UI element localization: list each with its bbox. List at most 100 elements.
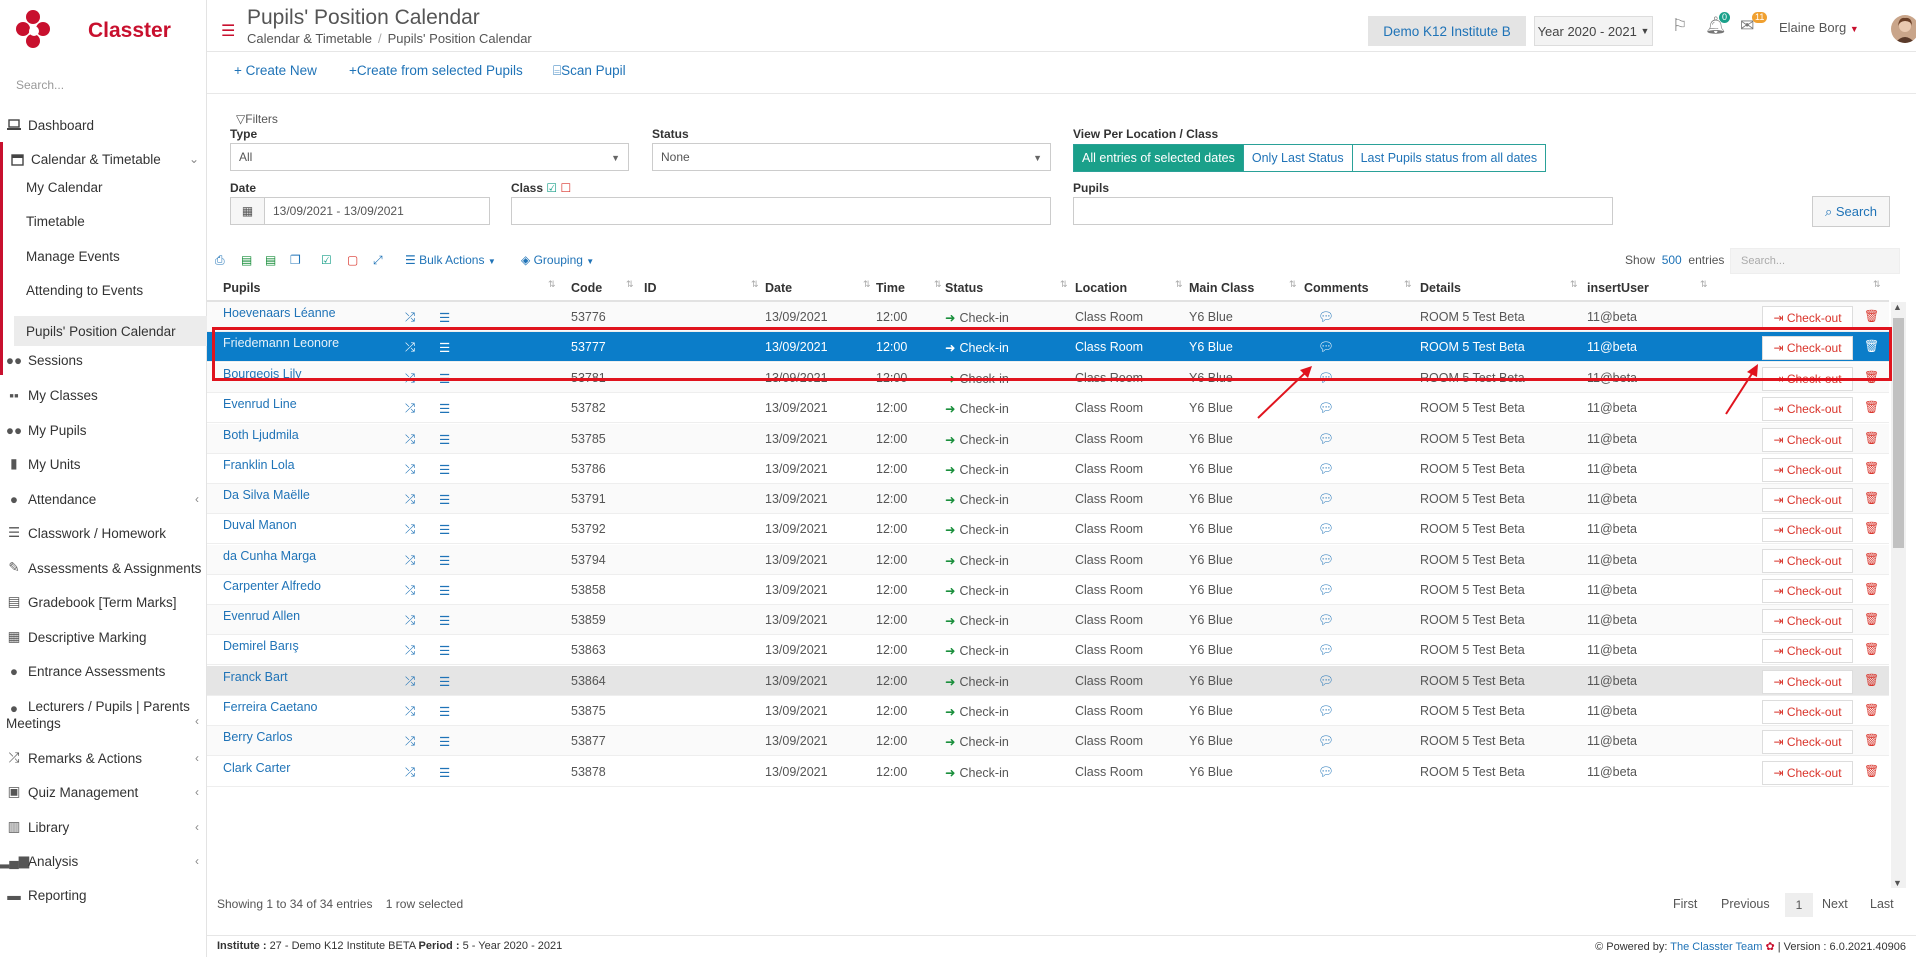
list-icon[interactable]: ☰: [439, 523, 451, 537]
column-header-status[interactable]: Status ⇅: [945, 279, 1068, 295]
sidebar-item-analysis[interactable]: ▂▄▆ Analysis ‹: [0, 846, 207, 876]
logo[interactable]: Classter: [16, 10, 171, 52]
comment-icon[interactable]: 💬︎: [1318, 492, 1334, 506]
scroll-down-icon[interactable]: ▼: [1893, 878, 1902, 888]
table-row[interactable]: Ferreira Caetano ⤮ ☰ 53875 13/09/2021 12:00 ➜ C…: [207, 696, 1889, 726]
sidebar-search-input[interactable]: Search...: [16, 78, 65, 92]
trash-icon[interactable]: 🗑︎: [1864, 339, 1880, 353]
pager-page-current[interactable]: 1: [1785, 893, 1813, 917]
comment-icon[interactable]: 💬︎: [1318, 704, 1334, 718]
list-icon[interactable]: ☰: [439, 402, 451, 416]
table-row[interactable]: Both Ljudmila ⤮ ☰ 53785 13/09/2021 12:00 ➜ Chec…: [207, 424, 1889, 454]
pupil-name-link[interactable]: Evenrud Line: [223, 397, 297, 411]
comment-icon[interactable]: 💬︎: [1318, 583, 1334, 597]
column-header-insert-user[interactable]: insertUser ⇅: [1587, 279, 1708, 295]
export-csv-icon[interactable]: ▤: [265, 253, 277, 267]
comment-icon[interactable]: 💬︎: [1318, 734, 1334, 748]
check-out-button[interactable]: ⇥ Check-out: [1762, 306, 1853, 330]
pupil-name-link[interactable]: Clark Carter: [223, 761, 291, 775]
sidebar-item-pupils-position-calendar[interactable]: Pupils' Position Calendar: [14, 316, 207, 346]
table-row[interactable]: Friedemann Leonore ⤮ ☰ 53777 13/09/2021 12:00…: [207, 332, 1889, 362]
table-row[interactable]: Evenrud Line ⤮ ☰ 53782 13/09/2021 12:00 ➜ Check…: [207, 393, 1889, 423]
column-header-id[interactable]: ID ⇅: [644, 279, 759, 295]
sidebar-item-my-calendar[interactable]: My Calendar: [0, 172, 207, 202]
check-out-button[interactable]: ⇥ Check-out: [1762, 428, 1853, 452]
table-row[interactable]: Duval Manon ⤮ ☰ 53792 13/09/2021 12:00 ➜ Check-…: [207, 514, 1889, 544]
table-row[interactable]: Carpenter Alfredo ⤮ ☰ 53858 13/09/2021 12:00 ➜…: [207, 575, 1889, 605]
trash-icon[interactable]: 🗑︎: [1864, 612, 1880, 626]
table-row[interactable]: Franck Bart ⤮ ☰ 53864 13/09/2021 12:00 ➜ Check-…: [207, 666, 1889, 696]
sidebar-item-library[interactable]: ▥ Library ‹: [0, 812, 207, 842]
export-excel-icon[interactable]: ▤: [241, 253, 253, 267]
pupil-name-link[interactable]: da Cunha Marga: [223, 549, 317, 563]
shuffle-icon[interactable]: ⤮: [405, 522, 416, 536]
list-icon[interactable]: ☰: [439, 584, 451, 598]
trash-icon[interactable]: 🗑︎: [1864, 673, 1880, 687]
check-out-button[interactable]: ⇥ Check-out: [1762, 730, 1853, 754]
comment-icon[interactable]: 💬︎: [1318, 462, 1334, 476]
pager-next[interactable]: Next: [1822, 897, 1848, 911]
grouping-button[interactable]: ◈ Grouping ▼: [521, 253, 594, 267]
print-icon[interactable]: ⎙: [215, 253, 225, 267]
view-option-last-status[interactable]: Only Last Status: [1242, 145, 1352, 171]
pupil-name-link[interactable]: Duval Manon: [223, 518, 297, 532]
sidebar-item-my-units[interactable]: ▮ My Units: [0, 449, 207, 479]
list-icon[interactable]: ☰: [439, 705, 451, 719]
search-button[interactable]: ⌕ Search: [1812, 196, 1890, 227]
breadcrumb-item[interactable]: Calendar & Timetable: [247, 31, 373, 46]
create-new-button[interactable]: + Create New: [234, 63, 317, 78]
menu-toggle-icon[interactable]: ☰: [221, 23, 236, 40]
scroll-up-icon[interactable]: ▲: [1893, 302, 1902, 312]
trash-icon[interactable]: 🗑︎: [1864, 431, 1880, 445]
expand-icon[interactable]: ⤢: [373, 253, 383, 267]
list-icon[interactable]: ☰: [439, 644, 451, 658]
sidebar-item-dashboard[interactable]: Dashboard: [0, 110, 207, 140]
sidebar-item-attendance[interactable]: ● Attendance ‹: [0, 484, 207, 514]
shuffle-icon[interactable]: ⤮: [405, 553, 416, 567]
table-search-input[interactable]: Search...: [1730, 248, 1900, 274]
shuffle-icon[interactable]: ⤮: [405, 674, 416, 688]
list-icon[interactable]: ☰: [439, 554, 451, 568]
trash-icon[interactable]: 🗑︎: [1864, 491, 1880, 505]
copy-icon[interactable]: ❐: [290, 253, 301, 267]
sidebar-item-reporting[interactable]: ▬ Reporting: [0, 880, 207, 910]
pupil-name-link[interactable]: Da Silva Maëlle: [223, 488, 310, 502]
table-row[interactable]: Demirel Barış ⤮ ☰ 53863 13/09/2021 12:00 ➜ Chec…: [207, 635, 1889, 665]
clear-all-icon[interactable]: ☐: [560, 181, 572, 195]
sidebar-item-my-classes[interactable]: ▪▪ My Classes: [0, 380, 207, 410]
trash-icon[interactable]: 🗑︎: [1864, 521, 1880, 535]
pupils-input[interactable]: [1073, 197, 1613, 225]
shuffle-icon[interactable]: ⤮: [405, 765, 416, 779]
pager-previous[interactable]: Previous: [1721, 897, 1770, 911]
list-icon[interactable]: ☰: [439, 341, 451, 355]
sidebar-item-classwork-homework[interactable]: ☰ Classwork / Homework: [0, 518, 207, 548]
check-out-button[interactable]: ⇥ Check-out: [1762, 397, 1853, 421]
list-icon[interactable]: ☰: [439, 614, 451, 628]
sidebar-item-timetable[interactable]: Timetable: [0, 206, 207, 236]
trash-icon[interactable]: 🗑︎: [1864, 642, 1880, 656]
year-selector[interactable]: Year 2020 - 2021 ▼: [1534, 16, 1653, 46]
trash-icon[interactable]: 🗑︎: [1864, 703, 1880, 717]
view-option-last-pupils-status[interactable]: Last Pupils status from all dates: [1351, 145, 1545, 171]
pupil-name-link[interactable]: Ferreira Caetano: [223, 700, 318, 714]
comment-icon[interactable]: 💬︎: [1318, 765, 1334, 779]
shuffle-icon[interactable]: ⤮: [405, 340, 416, 354]
check-out-button[interactable]: ⇥ Check-out: [1762, 367, 1853, 391]
sidebar-item-calendar-timetable[interactable]: Calendar & Timetable ⌄: [0, 144, 207, 174]
list-icon[interactable]: ☰: [439, 675, 451, 689]
pupil-name-link[interactable]: Both Ljudmila: [223, 428, 299, 442]
comment-icon[interactable]: 💬︎: [1318, 674, 1334, 688]
table-row[interactable]: Evenrud Allen ⤮ ☰ 53859 13/09/2021 12:00 ➜ Chec…: [207, 605, 1889, 635]
comment-icon[interactable]: 💬︎: [1318, 613, 1334, 627]
trash-icon[interactable]: 🗑︎: [1864, 400, 1880, 414]
sidebar-item-meetings[interactable]: ● Lecturers / Pupils | Parents Meetings …: [0, 692, 207, 736]
shuffle-icon[interactable]: ⤮: [405, 734, 416, 748]
sidebar-item-entrance-assessments[interactable]: ● Entrance Assessments: [0, 656, 207, 686]
shuffle-icon[interactable]: ⤮: [405, 492, 416, 506]
column-header-pupils[interactable]: Pupils ⇅: [223, 279, 556, 295]
column-header-details[interactable]: Details ⇅: [1420, 279, 1578, 295]
shuffle-icon[interactable]: ⤮: [405, 371, 416, 385]
pupil-name-link[interactable]: Berry Carlos: [223, 730, 293, 744]
column-header-main-class[interactable]: Main Class ⇅: [1189, 279, 1297, 295]
avatar[interactable]: [1891, 15, 1916, 43]
